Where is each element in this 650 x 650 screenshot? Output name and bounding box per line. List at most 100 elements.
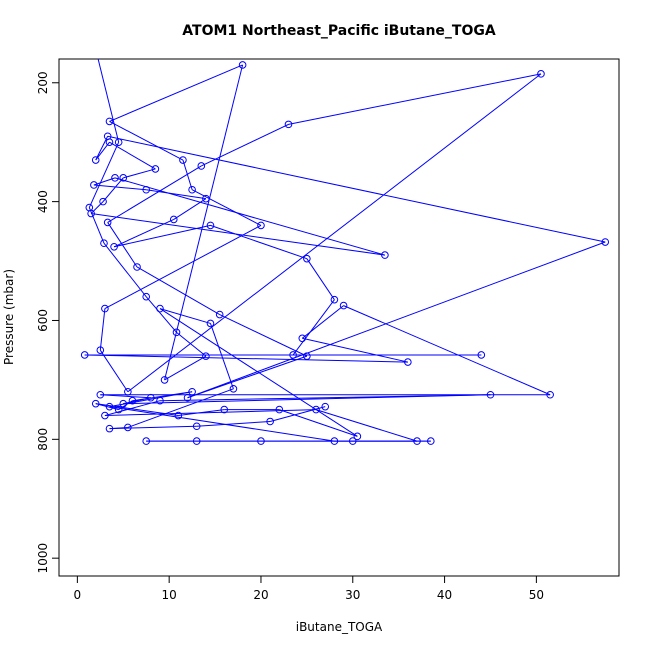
series-line-segment <box>84 354 408 363</box>
data-point <box>330 295 339 304</box>
series-line-segment <box>159 308 211 324</box>
data-point <box>404 358 412 366</box>
series-line-segment <box>100 394 151 399</box>
data-point <box>156 304 164 313</box>
series-line-segment <box>288 73 542 125</box>
series-line-segment <box>127 388 234 428</box>
x-tick-label: 50 <box>529 588 544 602</box>
series-line-segment <box>292 299 335 356</box>
y-axis: 200 400 600 800 1000 <box>36 71 60 574</box>
data-point <box>101 304 109 313</box>
series-line-segment <box>99 308 106 351</box>
series-line-segment <box>159 308 358 437</box>
series-line-segment <box>145 296 177 333</box>
data-point <box>192 422 201 431</box>
data-point <box>202 352 210 360</box>
series-line-segment <box>343 305 551 396</box>
plot-frame <box>58 58 620 577</box>
series-line-segment <box>104 400 161 417</box>
data-point <box>80 351 89 359</box>
data-point <box>427 437 435 445</box>
series-line-segment <box>107 135 606 243</box>
series-line-segment <box>136 266 220 315</box>
x-tick-label: 0 <box>74 588 82 602</box>
x-tick-label: 20 <box>253 588 268 602</box>
series-line-segment <box>302 337 408 363</box>
data-point <box>220 405 229 414</box>
series-line-segment <box>114 177 386 256</box>
data-point <box>202 194 210 203</box>
series-line-segment <box>123 168 156 179</box>
data-point <box>105 402 114 411</box>
data-point <box>128 396 137 405</box>
data-point <box>160 376 169 384</box>
plot-area <box>80 59 610 445</box>
data-point <box>124 423 132 432</box>
data-point <box>179 156 187 164</box>
series-layer <box>80 59 610 445</box>
data-point <box>229 385 238 393</box>
series-line-segment <box>109 64 243 122</box>
series-line-segment <box>219 314 308 357</box>
series-line-segment <box>113 224 211 248</box>
data-point <box>147 393 155 402</box>
data-point <box>303 352 311 360</box>
x-axis: 0 10 20 30 40 50 <box>74 575 544 602</box>
y-axis-label: Pressure (mbar) <box>2 269 16 365</box>
series-line-segment <box>90 201 104 214</box>
series-line-segment <box>88 141 120 208</box>
data-point <box>133 263 141 271</box>
series-line-segment <box>210 224 308 260</box>
data-point <box>96 346 105 354</box>
series-line-segment <box>109 141 156 170</box>
y-tick-label: 400 <box>36 190 50 213</box>
series-line-segment <box>102 177 124 202</box>
data-point <box>91 399 100 408</box>
data-point <box>142 437 151 445</box>
x-tick-label: 10 <box>162 588 177 602</box>
series-line-segment <box>93 184 147 191</box>
x-tick-label: 30 <box>345 588 360 602</box>
data-point <box>197 162 206 170</box>
data-point <box>188 387 196 396</box>
series-line-segment <box>164 355 207 381</box>
series-line-segment <box>95 136 109 161</box>
data-point <box>142 185 151 194</box>
data-point <box>339 301 348 310</box>
data-point <box>105 138 114 146</box>
data-point <box>103 218 112 227</box>
series-line-segment <box>178 409 225 417</box>
series-line-segment <box>113 218 174 248</box>
series <box>80 59 610 445</box>
data-point <box>284 120 293 129</box>
data-point <box>238 61 247 69</box>
data-point <box>546 390 554 399</box>
series-line-segment <box>182 159 193 190</box>
series-line-segment <box>159 394 491 402</box>
series-line-segment <box>127 73 542 393</box>
series-line-segment <box>187 241 606 399</box>
series-line-segment <box>176 331 207 357</box>
series-line-segment <box>91 213 385 256</box>
data-point <box>114 138 123 146</box>
series-line-segment <box>146 189 206 200</box>
series-line-segment <box>132 391 193 402</box>
data-point <box>87 209 95 218</box>
data-point <box>142 292 151 301</box>
data-point <box>105 424 114 433</box>
series-line-segment <box>104 224 262 310</box>
x-axis-label: iButane_TOGA <box>296 620 383 634</box>
data-point <box>156 396 164 405</box>
series-line-segment <box>99 349 129 393</box>
data-point <box>353 432 362 441</box>
data-point <box>91 156 100 164</box>
data-point <box>101 411 109 420</box>
data-point <box>257 221 265 230</box>
data-point <box>192 437 201 445</box>
series-line-segment <box>210 323 234 389</box>
series-line-segment <box>97 59 120 143</box>
series-line-segment <box>164 64 244 381</box>
y-tick-label: 1000 <box>36 543 50 574</box>
data-point <box>90 181 98 189</box>
data-point <box>169 215 178 224</box>
